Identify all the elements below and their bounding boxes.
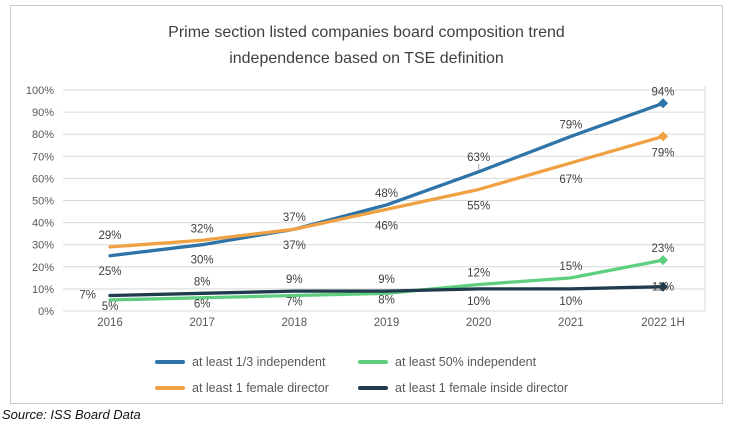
data-label: 55% xyxy=(467,200,490,212)
data-label: 6% xyxy=(194,299,211,311)
x-axis-label: 2020 xyxy=(466,317,492,329)
data-label: 11% xyxy=(652,282,674,294)
data-label: 10% xyxy=(467,296,490,308)
data-label: 29% xyxy=(98,230,121,242)
x-axis-label: 2018 xyxy=(282,317,308,329)
legend-label: at least 50% independent xyxy=(395,355,537,369)
data-label: 12% xyxy=(467,267,490,279)
chart-title-line-2: independence based on TSE definition xyxy=(229,50,504,67)
legend-line-swatch xyxy=(358,360,388,364)
series-end-marker-0 xyxy=(658,98,669,109)
series-end-marker-3 xyxy=(658,281,669,292)
data-label: 46% xyxy=(375,220,398,232)
y-tick-label: 10% xyxy=(32,284,54,296)
legend-label: at least 1 female director xyxy=(192,381,329,395)
chart-title-line-1: Prime section listed companies board com… xyxy=(168,24,565,41)
legend-line-swatch xyxy=(155,386,185,390)
y-tick-label: 30% xyxy=(32,240,54,252)
data-label: 5% xyxy=(102,301,119,313)
source-note: Source: ISS Board Data xyxy=(2,407,141,422)
data-label: 25% xyxy=(98,266,121,278)
legend-item-at-least-1-female-director: at least 1 female director xyxy=(155,375,358,401)
y-tick-label: 80% xyxy=(32,129,54,141)
data-label: 79% xyxy=(652,147,675,159)
x-axis-label: 2019 xyxy=(374,317,400,329)
data-label: 8% xyxy=(194,276,211,288)
legend-line-swatch xyxy=(155,360,185,364)
x-axis-label: 2022 1H xyxy=(641,317,684,329)
y-tick-label: 60% xyxy=(32,173,54,185)
data-label: 48% xyxy=(375,188,398,200)
legend-label: at least 1 female inside director xyxy=(395,381,569,395)
series-line-2 xyxy=(108,258,665,302)
legend-label: at least 1/3 independent xyxy=(192,355,326,369)
data-label: 23% xyxy=(652,243,675,255)
x-axis-label: 2017 xyxy=(189,317,215,329)
data-label: 32% xyxy=(191,223,214,235)
series-end-marker-1 xyxy=(658,131,669,142)
series-line-0 xyxy=(108,101,665,258)
y-tick-label: 90% xyxy=(32,107,54,119)
data-label: 94% xyxy=(652,86,675,98)
data-label: 8% xyxy=(378,294,395,306)
x-axis-label: 2021 xyxy=(558,317,584,329)
data-label: 63% xyxy=(467,152,490,164)
series-end-marker-2 xyxy=(658,255,669,266)
data-label: 37% xyxy=(283,240,306,252)
data-label: 37% xyxy=(283,212,306,224)
data-label: 79% xyxy=(559,119,582,131)
data-label: 67% xyxy=(559,174,582,186)
legend-item-at-least-one-third-independent: at least 1/3 independent xyxy=(155,349,358,375)
y-tick-label: 40% xyxy=(32,218,54,230)
y-tick-label: 100% xyxy=(26,85,54,97)
legend-line-swatch xyxy=(358,386,388,390)
series-line-1 xyxy=(108,134,665,249)
data-label: 7% xyxy=(79,290,96,302)
x-axis-label: 2016 xyxy=(97,317,123,329)
data-label: 9% xyxy=(286,274,303,286)
data-label: 10% xyxy=(559,296,582,308)
chart-title: Prime section listed companies board com… xyxy=(10,20,723,72)
data-label: 30% xyxy=(191,255,214,267)
y-tick-label: 70% xyxy=(32,151,54,163)
legend-item-at-least-1-female-inside-director: at least 1 female inside director xyxy=(358,375,568,401)
series-line-3 xyxy=(108,285,665,298)
y-tick-label: 50% xyxy=(32,196,54,208)
legend-item-at-least-50pct-independent: at least 50% independent xyxy=(358,349,568,375)
chart-legend: at least 1/3 independent at least 50% in… xyxy=(155,349,568,401)
data-label: 9% xyxy=(378,274,395,286)
data-label: 7% xyxy=(286,297,303,309)
y-tick-label: 0% xyxy=(38,306,54,318)
y-tick-label: 20% xyxy=(32,262,54,274)
data-label: 15% xyxy=(559,261,582,273)
chart-frame xyxy=(10,5,723,404)
